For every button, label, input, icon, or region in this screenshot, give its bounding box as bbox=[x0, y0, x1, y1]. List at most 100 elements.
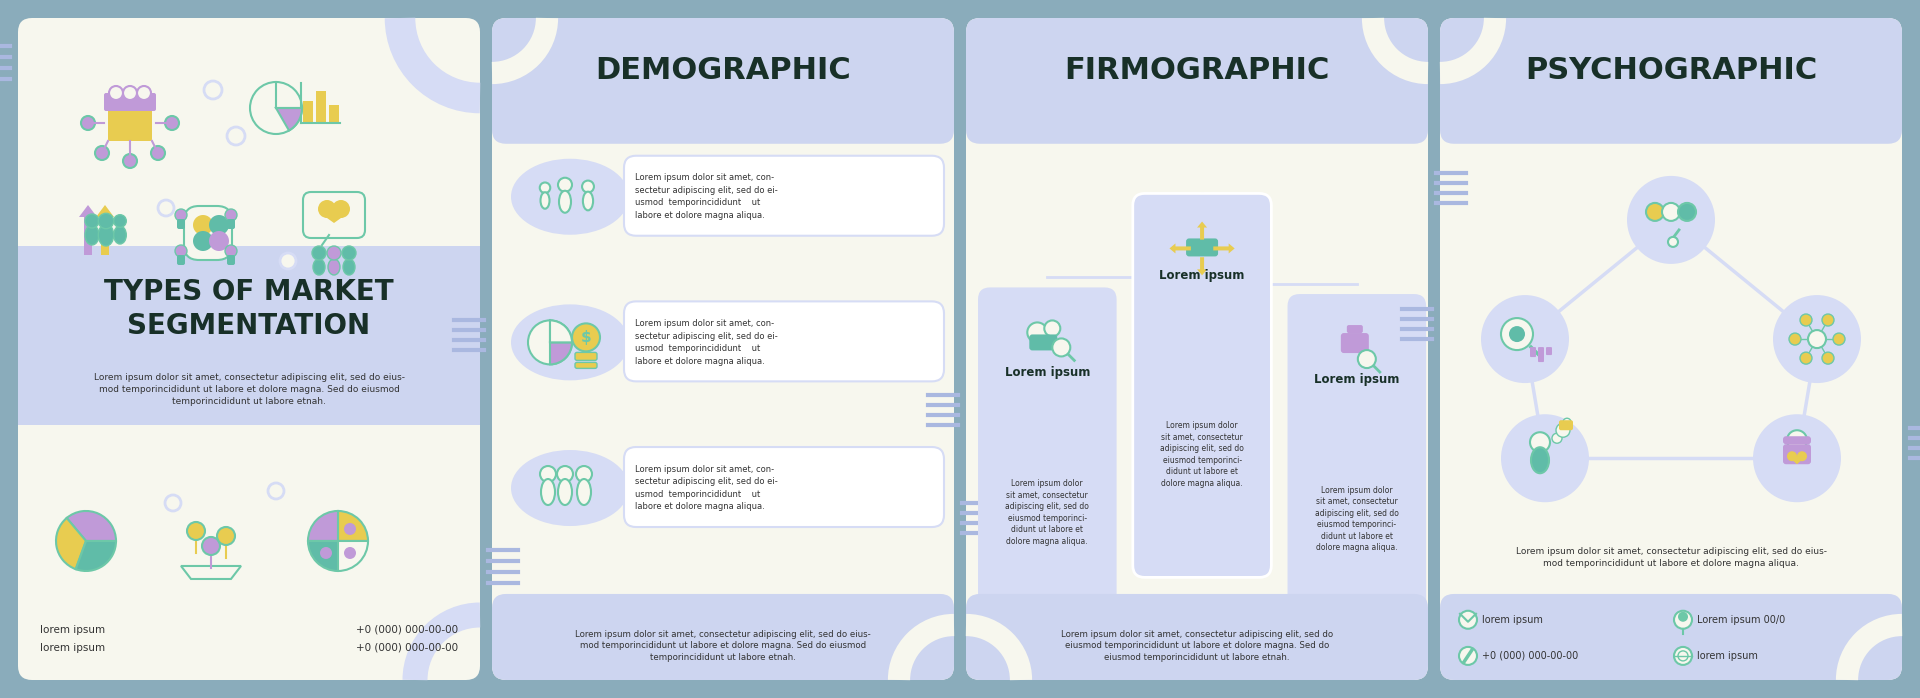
Circle shape bbox=[1761, 422, 1834, 494]
FancyBboxPatch shape bbox=[966, 594, 1428, 680]
Ellipse shape bbox=[511, 158, 630, 235]
Circle shape bbox=[1678, 651, 1688, 661]
Wedge shape bbox=[307, 511, 338, 541]
FancyBboxPatch shape bbox=[227, 255, 234, 265]
Text: lorem ipsum: lorem ipsum bbox=[1482, 615, 1544, 625]
Circle shape bbox=[157, 200, 175, 216]
Circle shape bbox=[1788, 451, 1797, 461]
FancyBboxPatch shape bbox=[492, 18, 954, 680]
Text: Lorem ipsum dolor sit amet, con-
sectetur adipiscing elit, sed do ei-
usmod  tem: Lorem ipsum dolor sit amet, con- sectetu… bbox=[636, 174, 778, 220]
Text: Lorem ipsum dolor sit amet, consectetur adipiscing elit, sed do eius-
mod tempor: Lorem ipsum dolor sit amet, consectetur … bbox=[576, 630, 872, 662]
Circle shape bbox=[1789, 333, 1801, 345]
Wedge shape bbox=[338, 511, 369, 541]
Circle shape bbox=[136, 86, 152, 100]
FancyBboxPatch shape bbox=[17, 18, 480, 680]
Ellipse shape bbox=[84, 225, 100, 245]
Text: Lorem ipsum: Lorem ipsum bbox=[1313, 373, 1400, 385]
Wedge shape bbox=[56, 518, 86, 569]
Text: PSYCHOGRAPHIC: PSYCHOGRAPHIC bbox=[1524, 57, 1816, 85]
FancyBboxPatch shape bbox=[1288, 294, 1427, 625]
Circle shape bbox=[332, 200, 349, 218]
Circle shape bbox=[81, 116, 94, 130]
Ellipse shape bbox=[328, 259, 340, 275]
Ellipse shape bbox=[313, 259, 324, 275]
Circle shape bbox=[1674, 647, 1692, 665]
Circle shape bbox=[1044, 320, 1060, 336]
FancyBboxPatch shape bbox=[1559, 420, 1572, 430]
Bar bbox=[317, 91, 326, 123]
Circle shape bbox=[1663, 203, 1680, 221]
FancyBboxPatch shape bbox=[1440, 594, 1903, 680]
Circle shape bbox=[1782, 303, 1853, 375]
Ellipse shape bbox=[1530, 447, 1549, 473]
Circle shape bbox=[227, 127, 246, 145]
Bar bbox=[303, 101, 313, 123]
Circle shape bbox=[1801, 352, 1812, 364]
Polygon shape bbox=[1788, 456, 1807, 464]
Text: $: $ bbox=[580, 330, 591, 345]
Circle shape bbox=[1501, 318, 1532, 350]
Text: Lorem ipsum dolor sit amet, consectetur adipiscing elit, sed do eius-
mod tempor: Lorem ipsum dolor sit amet, consectetur … bbox=[94, 373, 405, 406]
FancyBboxPatch shape bbox=[977, 288, 1117, 618]
FancyBboxPatch shape bbox=[1187, 239, 1217, 256]
FancyBboxPatch shape bbox=[1133, 193, 1271, 577]
Wedge shape bbox=[276, 108, 301, 131]
Circle shape bbox=[280, 253, 296, 269]
Circle shape bbox=[528, 320, 572, 364]
Circle shape bbox=[1645, 203, 1665, 221]
FancyBboxPatch shape bbox=[1346, 325, 1363, 333]
Text: +0 (000) 000-00-00: +0 (000) 000-00-00 bbox=[355, 625, 459, 635]
Circle shape bbox=[557, 466, 572, 482]
Text: Lorem ipsum 00/0: Lorem ipsum 00/0 bbox=[1697, 615, 1786, 625]
FancyBboxPatch shape bbox=[177, 255, 184, 265]
Circle shape bbox=[321, 523, 332, 535]
Circle shape bbox=[1480, 295, 1569, 383]
Circle shape bbox=[269, 483, 284, 499]
Wedge shape bbox=[75, 541, 115, 571]
Ellipse shape bbox=[541, 479, 555, 505]
FancyBboxPatch shape bbox=[177, 219, 184, 229]
Circle shape bbox=[1357, 350, 1377, 368]
Circle shape bbox=[165, 116, 179, 130]
Ellipse shape bbox=[584, 192, 593, 210]
Circle shape bbox=[1788, 430, 1807, 450]
FancyBboxPatch shape bbox=[1784, 436, 1811, 444]
Circle shape bbox=[1563, 418, 1571, 426]
Circle shape bbox=[1626, 176, 1715, 264]
Circle shape bbox=[209, 231, 228, 251]
Circle shape bbox=[1551, 433, 1563, 443]
FancyArrow shape bbox=[1196, 258, 1208, 275]
Circle shape bbox=[1753, 414, 1841, 503]
FancyArrow shape bbox=[79, 205, 98, 255]
Circle shape bbox=[559, 178, 572, 192]
Circle shape bbox=[225, 245, 236, 257]
Circle shape bbox=[540, 466, 557, 482]
Circle shape bbox=[1530, 432, 1549, 452]
Bar bbox=[17, 246, 480, 425]
Text: Lorem ipsum: Lorem ipsum bbox=[1004, 366, 1091, 379]
FancyBboxPatch shape bbox=[624, 302, 945, 381]
Text: Lorem ipsum dolor
sit amet, consectetur
adipiscing elit, sed do
eiusmod temporin: Lorem ipsum dolor sit amet, consectetur … bbox=[1006, 480, 1089, 546]
Wedge shape bbox=[549, 343, 572, 364]
Circle shape bbox=[209, 215, 228, 235]
Circle shape bbox=[576, 466, 591, 482]
Circle shape bbox=[572, 323, 599, 351]
Circle shape bbox=[194, 215, 213, 235]
Circle shape bbox=[582, 181, 593, 193]
FancyBboxPatch shape bbox=[492, 594, 954, 680]
FancyBboxPatch shape bbox=[1538, 347, 1544, 362]
Ellipse shape bbox=[113, 226, 127, 244]
Circle shape bbox=[113, 215, 127, 228]
Circle shape bbox=[540, 182, 551, 193]
Circle shape bbox=[152, 146, 165, 160]
Circle shape bbox=[1801, 314, 1812, 326]
FancyBboxPatch shape bbox=[1546, 347, 1551, 355]
Ellipse shape bbox=[344, 259, 355, 275]
FancyBboxPatch shape bbox=[1784, 444, 1811, 464]
FancyArrow shape bbox=[1196, 221, 1208, 239]
Circle shape bbox=[204, 81, 223, 99]
Circle shape bbox=[165, 495, 180, 511]
Circle shape bbox=[123, 154, 136, 168]
FancyBboxPatch shape bbox=[104, 93, 156, 111]
Wedge shape bbox=[307, 541, 338, 571]
